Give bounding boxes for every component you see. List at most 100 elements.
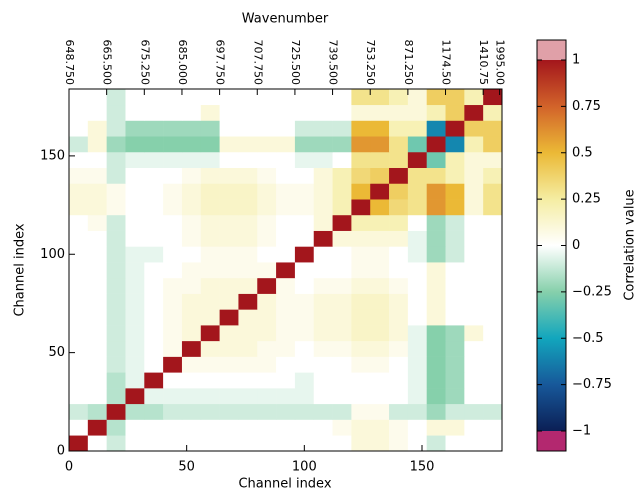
heatmap-cell [294, 183, 315, 200]
heatmap-cell [163, 293, 183, 310]
heatmap-cell [464, 246, 484, 263]
heatmap-cell [389, 435, 409, 452]
heatmap-cell [200, 214, 220, 231]
heatmap-cell [106, 167, 126, 184]
heatmap-cell [276, 356, 296, 373]
heatmap-cell [276, 136, 296, 153]
heatmap-cell [219, 356, 239, 373]
heatmap-cell [370, 356, 390, 373]
heatmap-cell [483, 293, 503, 310]
heatmap-cell [219, 325, 239, 342]
heatmap-cell [200, 403, 220, 420]
heatmap-cell [276, 388, 296, 405]
heatmap-cell [313, 435, 333, 452]
heatmap-cell [389, 199, 409, 216]
heatmap-cell [163, 199, 183, 216]
heatmap-cell [106, 309, 126, 326]
heatmap-cell [276, 199, 296, 216]
heatmap-cell [407, 246, 427, 263]
heatmap-cell [313, 372, 333, 389]
heatmap-cell [106, 246, 126, 263]
heatmap-cell [445, 183, 465, 200]
heatmap-cell [163, 325, 183, 342]
heatmap-cell [370, 277, 390, 294]
heatmap-cell [87, 183, 107, 200]
heatmap-cell [276, 372, 296, 389]
heatmap-cell [313, 419, 333, 436]
heatmap-cell [483, 419, 503, 436]
heatmap-cell [483, 199, 503, 216]
colorbar-tick-label: 0.5 [572, 145, 593, 160]
heatmap-cell [144, 419, 164, 436]
heatmap-cell [163, 403, 183, 420]
heatmap-cell [389, 183, 409, 200]
heatmap-cell [407, 293, 427, 310]
plot-frame [68, 88, 503, 452]
heatmap-cell [426, 136, 446, 153]
heatmap-cell [163, 262, 183, 279]
heatmap-cell [407, 262, 427, 279]
heatmap-cell [257, 262, 277, 279]
heatmap-cell [407, 120, 427, 137]
heatmap-cell [351, 262, 371, 279]
heatmap-cell [370, 183, 390, 200]
heatmap-cell [144, 403, 164, 420]
colorbar-tick-label: −0.75 [572, 377, 612, 392]
heatmap-cell [87, 388, 107, 405]
heatmap-cell [370, 167, 390, 184]
heatmap-cell [87, 89, 107, 106]
heatmap-cell [257, 136, 277, 153]
heatmap-cell [257, 340, 277, 357]
heatmap-cell [276, 104, 296, 121]
heatmap-cell [125, 277, 145, 294]
heatmap-cell [69, 183, 89, 200]
heatmap-cell [313, 356, 333, 373]
heatmap-cell [257, 403, 277, 420]
heatmap-cell [313, 340, 333, 357]
heatmap-cell [464, 277, 484, 294]
heatmap-cell [313, 167, 333, 184]
heatmap-cell [106, 89, 126, 106]
heatmap-cell [163, 309, 183, 326]
heatmap-cell [200, 199, 220, 216]
heatmap-cell [276, 435, 296, 452]
heatmap-cell [313, 309, 333, 326]
heatmap-cell [445, 340, 465, 357]
heatmap-cell [294, 325, 315, 342]
heatmap-cell [332, 403, 352, 420]
heatmap-cell [351, 230, 371, 247]
heatmap-cell [69, 356, 89, 373]
heatmap-cell [106, 356, 126, 373]
heatmap-cell [144, 246, 164, 263]
heatmap-cell [445, 89, 465, 106]
heatmap-cell [370, 262, 390, 279]
heatmap-cell [426, 151, 446, 168]
heatmap-cell [426, 246, 446, 263]
heatmap-cell [389, 104, 409, 121]
heatmap-cell [144, 120, 164, 137]
heatmap-cell [389, 89, 409, 106]
heatmap-cell [106, 151, 126, 168]
heatmap-cell [389, 214, 409, 231]
heatmap-cell [144, 325, 164, 342]
heatmap-cell [313, 277, 333, 294]
heatmap-cell [106, 372, 126, 389]
heatmap-cell [483, 309, 503, 326]
heatmap-cell [483, 120, 503, 137]
heatmap-cell [389, 325, 409, 342]
heatmap-cell [200, 230, 220, 247]
heatmap-cell [163, 340, 183, 357]
heatmap-cell [332, 151, 352, 168]
heatmap-cell [426, 419, 446, 436]
heatmap-cell [219, 183, 239, 200]
heatmap-cell [125, 340, 145, 357]
colorbar-under [537, 431, 566, 451]
heatmap-cell [464, 340, 484, 357]
heatmap-cell [407, 325, 427, 342]
heatmap-cell [257, 120, 277, 137]
heatmap-cell [125, 435, 145, 452]
heatmap-cell [445, 214, 465, 231]
heatmap-cell [426, 120, 446, 137]
heatmap-cell [313, 262, 333, 279]
heatmap-cell [351, 167, 371, 184]
